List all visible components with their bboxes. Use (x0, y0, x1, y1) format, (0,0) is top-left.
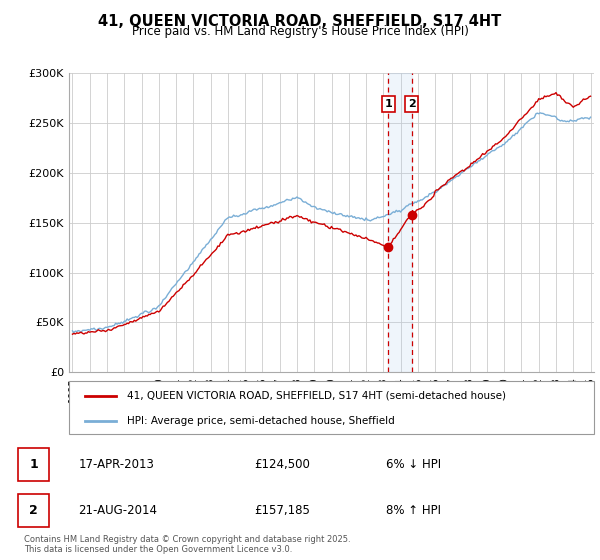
Text: 1: 1 (385, 99, 392, 109)
Text: 41, QUEEN VICTORIA ROAD, SHEFFIELD, S17 4HT (semi-detached house): 41, QUEEN VICTORIA ROAD, SHEFFIELD, S17 … (127, 391, 506, 401)
FancyBboxPatch shape (18, 447, 49, 480)
Text: 8% ↑ HPI: 8% ↑ HPI (386, 503, 442, 517)
Text: £157,185: £157,185 (254, 503, 310, 517)
Text: 1: 1 (29, 458, 38, 470)
Bar (388, 73, 412, 372)
Text: 2: 2 (408, 99, 416, 109)
Text: Price paid vs. HM Land Registry's House Price Index (HPI): Price paid vs. HM Land Registry's House … (131, 25, 469, 38)
Text: 2: 2 (29, 503, 38, 517)
FancyBboxPatch shape (18, 493, 49, 526)
Text: £124,500: £124,500 (254, 458, 310, 470)
Text: Contains HM Land Registry data © Crown copyright and database right 2025.
This d: Contains HM Land Registry data © Crown c… (24, 535, 350, 554)
Text: 17-APR-2013: 17-APR-2013 (78, 458, 154, 470)
FancyBboxPatch shape (69, 381, 594, 434)
Text: 41, QUEEN VICTORIA ROAD, SHEFFIELD, S17 4HT: 41, QUEEN VICTORIA ROAD, SHEFFIELD, S17 … (98, 14, 502, 29)
Text: HPI: Average price, semi-detached house, Sheffield: HPI: Average price, semi-detached house,… (127, 416, 395, 426)
Text: 6% ↓ HPI: 6% ↓ HPI (386, 458, 442, 470)
Text: 21-AUG-2014: 21-AUG-2014 (78, 503, 157, 517)
